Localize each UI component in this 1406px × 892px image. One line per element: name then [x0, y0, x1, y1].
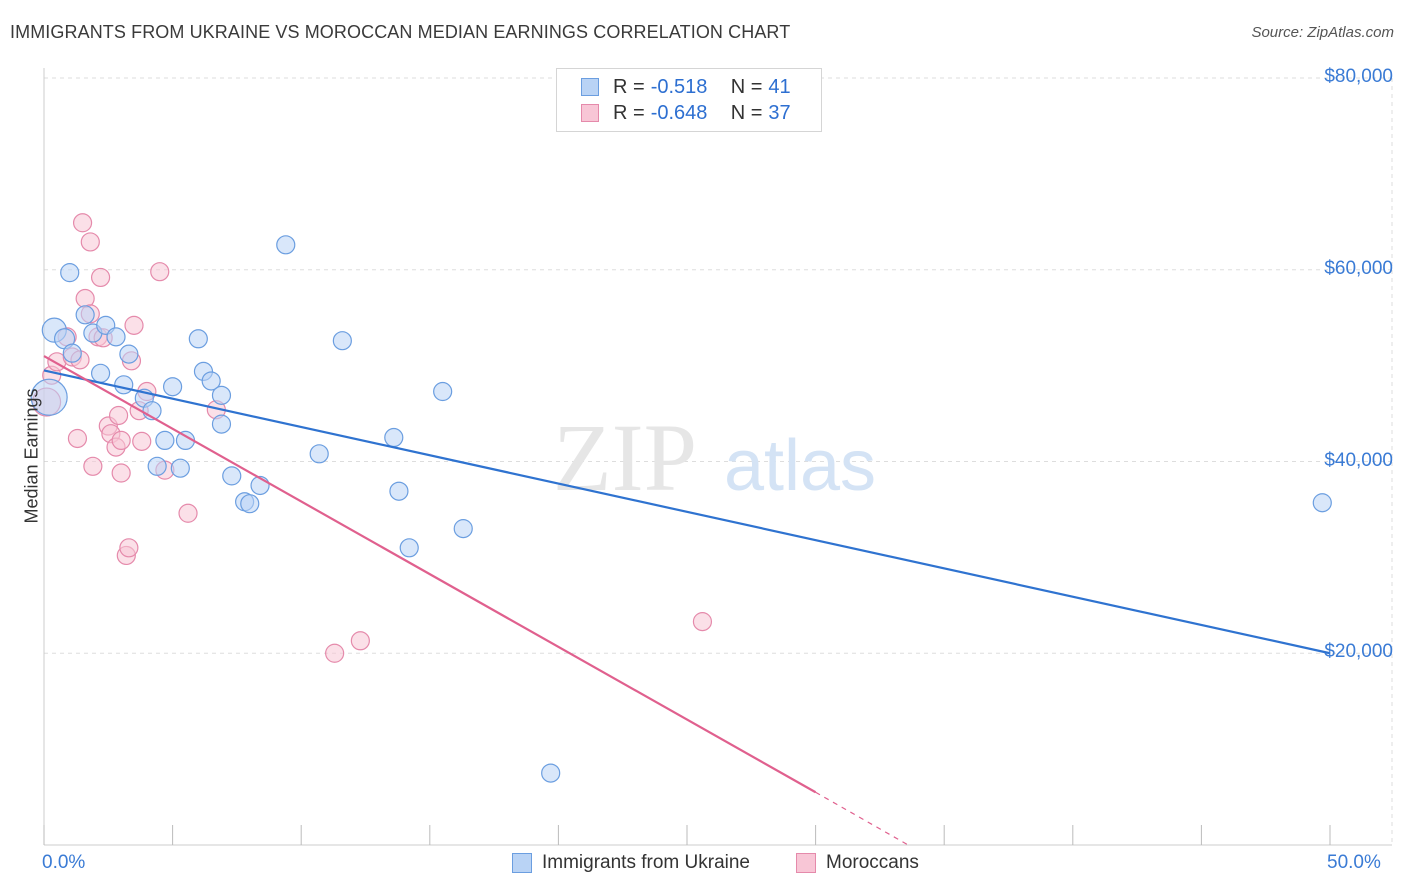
- ukraine-point: [211, 414, 232, 434]
- ukraine-point: [433, 381, 453, 402]
- ukraine-point: [541, 763, 561, 783]
- ukraine-point: [240, 494, 260, 514]
- moroccan-point: [132, 431, 152, 451]
- ukraine-point: [30, 378, 68, 416]
- ukraine-point: [147, 456, 167, 476]
- ukraine-point: [384, 427, 404, 448]
- bottom-legend-label-moroccans: Moroccans: [826, 852, 919, 873]
- y-tick-label: $80,000: [1324, 66, 1393, 87]
- ukraine-point: [163, 377, 183, 397]
- x-tick-min: 0.0%: [42, 852, 86, 873]
- ukraine-point: [453, 519, 473, 539]
- moroccan-point: [150, 262, 170, 282]
- y-tick-label: $40,000: [1324, 449, 1393, 471]
- legend-n-label: N =: [730, 75, 763, 98]
- legend-row-ukraine: R = -0.518 N = 41: [581, 75, 791, 99]
- moroccan-point: [108, 405, 129, 426]
- bottom-legend-swatch-blue: [512, 853, 532, 873]
- moroccan-point: [67, 428, 88, 449]
- x-tick-max: 50.0%: [1327, 852, 1381, 873]
- chart-title: IMMIGRANTS FROM UKRAINE VS MOROCCAN MEDI…: [10, 22, 791, 42]
- ukraine-point: [90, 363, 111, 383]
- moroccan-point: [325, 643, 345, 663]
- moroccan-trend-line: [43, 355, 817, 794]
- moroccan-point: [90, 267, 111, 288]
- legend-r-label: R =: [613, 75, 645, 98]
- ukraine-point: [119, 344, 139, 364]
- legend-r-value: -0.648: [650, 101, 708, 124]
- ukraine-point: [211, 385, 232, 405]
- ukraine-point: [332, 331, 352, 351]
- correlation-legend: R = -0.518 N = 41 R = -0.648 N = 37: [556, 68, 822, 132]
- ukraine-point: [188, 329, 208, 349]
- trend-lines: [43, 355, 1331, 846]
- watermark-zip: ZIP: [553, 404, 697, 511]
- moroccan-point: [692, 612, 713, 632]
- grid-lines: [44, 77, 1393, 845]
- ukraine-point: [399, 538, 419, 558]
- ukraine-point: [114, 375, 134, 395]
- moroccan-point: [80, 232, 100, 252]
- ukraine-point: [170, 458, 190, 478]
- legend-r-value: -0.518: [650, 75, 708, 98]
- ukraine-trend-line: [43, 369, 1331, 655]
- legend-n-value: 37: [768, 101, 791, 124]
- legend-r-label: R =: [613, 101, 645, 124]
- ukraine-point: [276, 235, 296, 255]
- ukraine-point: [389, 481, 409, 501]
- watermark: ZIP atlas: [553, 404, 876, 511]
- ukraine-point: [222, 466, 242, 486]
- ukraine-point: [201, 371, 221, 391]
- moroccan-point: [72, 213, 93, 233]
- moroccan-point: [111, 430, 131, 451]
- moroccan-point: [111, 463, 131, 483]
- ukraine-point: [62, 343, 82, 363]
- ukraine-point: [60, 263, 80, 283]
- y-axis-label: Median Earnings: [21, 388, 42, 524]
- watermark-atlas: atlas: [724, 426, 876, 506]
- legend-swatch-pink: [581, 104, 599, 122]
- legend-n-value: 41: [768, 75, 791, 98]
- y-tick-label: $20,000: [1324, 641, 1393, 663]
- moroccan-point: [83, 456, 103, 476]
- bottom-legend-moroccans[interactable]: Moroccans: [796, 852, 919, 874]
- ukraine-points: [30, 235, 1332, 783]
- legend-swatch-blue: [581, 78, 599, 96]
- moroccan-point: [119, 538, 139, 558]
- source-label: Source: ZipAtlas.com: [1251, 24, 1394, 41]
- moroccan-trend-extension: [815, 791, 909, 846]
- bottom-legend-swatch-pink: [796, 853, 816, 873]
- moroccan-point: [350, 631, 370, 651]
- moroccan-point: [178, 503, 198, 523]
- bottom-legend-ukraine[interactable]: Immigrants from Ukraine: [512, 852, 750, 874]
- legend-n-label: N =: [730, 101, 763, 124]
- ukraine-point: [75, 305, 95, 325]
- legend-row-moroccans: R = -0.648 N = 37: [581, 101, 791, 125]
- ukraine-point: [155, 430, 175, 451]
- axes: [43, 68, 1392, 846]
- ukraine-point: [309, 444, 329, 464]
- y-tick-label: $60,000: [1324, 257, 1393, 279]
- ukraine-point: [106, 327, 126, 347]
- bottom-legend-label-ukraine: Immigrants from Ukraine: [542, 852, 750, 873]
- ukraine-point: [1312, 493, 1332, 513]
- moroccan-point: [124, 315, 144, 335]
